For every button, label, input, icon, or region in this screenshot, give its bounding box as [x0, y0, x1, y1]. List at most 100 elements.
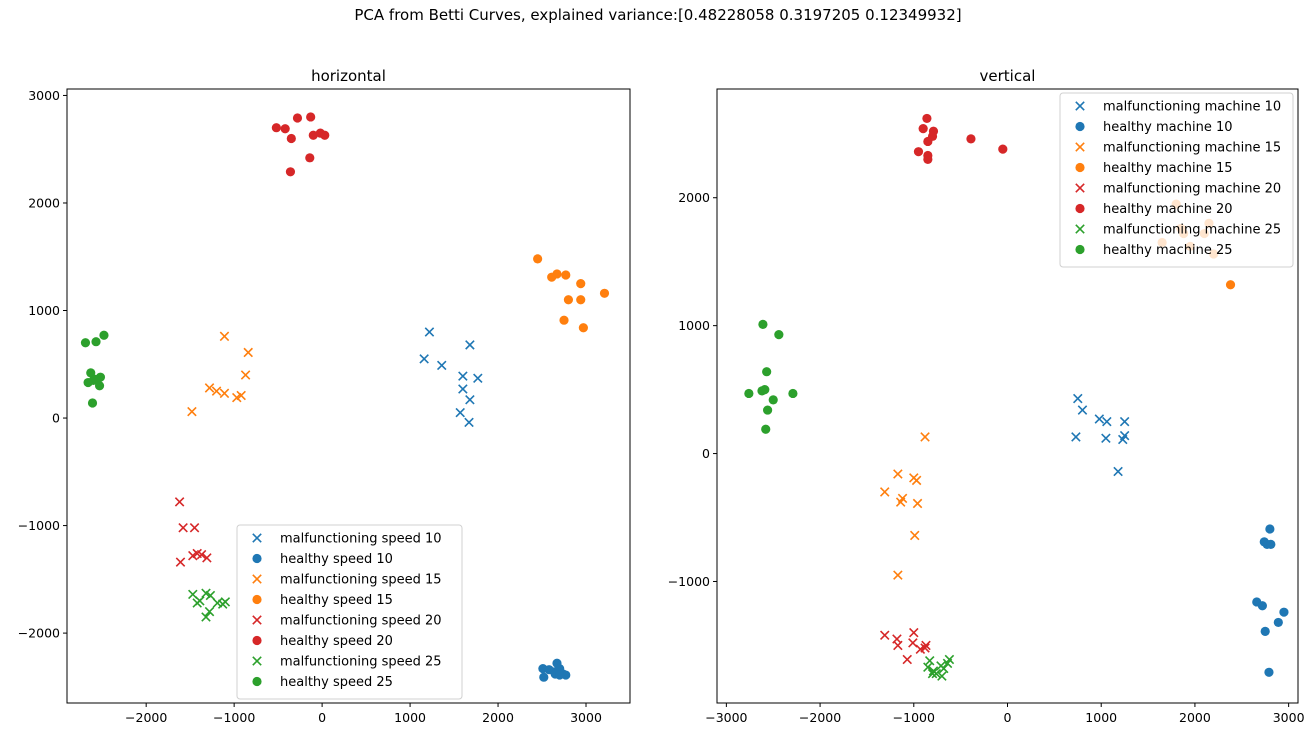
data-point-dot	[758, 319, 768, 329]
data-point-x-marker	[217, 599, 228, 609]
data-point-dot	[320, 130, 330, 140]
data-point-x-marker	[458, 384, 468, 394]
series-group	[188, 588, 231, 622]
x-tick-label: −2000	[799, 710, 841, 725]
data-point-x-marker	[893, 640, 903, 651]
y-tick-label: 2000	[28, 195, 60, 210]
data-point-x-marker	[175, 557, 186, 567]
data-point-x-marker	[465, 394, 475, 405]
data-point-x-marker	[939, 663, 949, 674]
data-point-x-marker	[1073, 393, 1083, 404]
legend-entry-label: malfunctioning machine 25	[1103, 223, 1281, 238]
data-point-dot	[1225, 280, 1236, 290]
data-point-x-marker	[473, 373, 483, 384]
data-point-x-marker	[923, 662, 933, 672]
data-point-dot	[80, 338, 91, 348]
legend-marker	[1075, 224, 1085, 234]
legend-marker	[252, 676, 262, 687]
data-point-dot	[1257, 601, 1267, 611]
data-point-x-marker	[893, 570, 903, 580]
legend-marker	[252, 656, 262, 666]
figure-title: PCA from Betti Curves, explained varianc…	[354, 6, 962, 24]
x-tick-label: −1000	[213, 710, 255, 725]
series-group	[174, 497, 212, 567]
legend-marker	[1075, 162, 1085, 173]
data-point-x-marker	[893, 469, 903, 479]
data-point-dot	[94, 381, 105, 391]
data-point-x-marker	[1094, 414, 1105, 424]
data-point-dot	[552, 269, 562, 279]
data-point-dot	[88, 375, 98, 386]
data-point-dot	[533, 254, 543, 264]
data-point-dot	[576, 279, 586, 289]
y-tick-label: 3000	[28, 88, 60, 103]
data-point-x-marker	[204, 606, 215, 617]
data-point-dot	[761, 424, 771, 434]
data-point-x-marker	[1113, 466, 1123, 477]
series-group	[1071, 393, 1130, 477]
data-point-dot	[922, 113, 932, 124]
y-tick-label: 1000	[28, 303, 60, 318]
data-point-dot	[788, 388, 798, 399]
data-point-dot	[91, 337, 101, 347]
legend-entry-label: malfunctioning speed 20	[280, 614, 442, 629]
legend-entry-label: malfunctioning machine 10	[1103, 100, 1281, 115]
legend: malfunctioning machine 10 healthy machine…	[1059, 92, 1294, 268]
data-point-dot	[561, 270, 571, 280]
x-tick-label: 2000	[482, 710, 514, 725]
data-point-x-marker	[202, 553, 212, 563]
data-point-x-marker	[236, 390, 246, 401]
series-group	[538, 658, 571, 682]
legend-entry-label: healthy speed 25	[280, 675, 393, 690]
data-point-dot	[998, 144, 1008, 154]
data-point-dot	[578, 323, 588, 333]
data-point-dot	[286, 133, 296, 144]
legend-entry-label: healthy machine 20	[1103, 202, 1233, 217]
data-point-x-marker	[1119, 416, 1130, 427]
legend-entry-label: healthy machine 25	[1103, 243, 1233, 258]
legend-marker	[252, 574, 262, 584]
data-point-x-marker	[879, 630, 890, 640]
series-group	[271, 112, 330, 177]
data-point-x-marker	[879, 487, 890, 497]
data-point-dot	[555, 670, 565, 680]
data-point-dot	[86, 368, 96, 378]
data-point-x-marker	[424, 327, 435, 337]
legend-entry-label: healthy speed 20	[280, 634, 393, 649]
x-tick-label: 0	[1004, 710, 1012, 725]
data-point-dot	[576, 295, 586, 305]
data-point-dot	[308, 130, 318, 140]
legend-marker	[1075, 183, 1085, 193]
legend-entry-label: healthy speed 15	[280, 593, 393, 608]
data-point-x-marker	[902, 654, 912, 665]
data-point-dot	[918, 124, 928, 134]
x-tick-label: 3000	[570, 710, 602, 725]
data-point-x-marker	[1077, 405, 1088, 415]
data-point-dot	[768, 395, 778, 405]
data-point-x-marker	[1101, 433, 1111, 443]
series-group	[913, 113, 1008, 164]
plot-area	[80, 112, 610, 682]
x-tick-label: 0	[318, 710, 326, 725]
x-tick-label: 2000	[1179, 710, 1211, 725]
subplot-horizontal: horizontal −2000 −1000 0 1000 2000 3000 −2000 −1…	[18, 67, 631, 725]
legend-marker	[252, 615, 262, 625]
legend-entry-label: malfunctioning speed 10	[280, 532, 442, 547]
data-point-dot	[539, 672, 549, 682]
data-point-x-marker	[458, 371, 468, 381]
data-point-x-marker	[211, 386, 222, 396]
legend-marker	[1075, 142, 1085, 152]
y-tick-label: 0	[702, 446, 710, 461]
data-point-x-marker	[178, 522, 188, 533]
series-group	[879, 627, 931, 665]
series-group	[923, 654, 955, 681]
data-point-x-marker	[1119, 430, 1130, 441]
data-point-dot	[292, 113, 303, 123]
legend-marker	[252, 533, 262, 543]
data-point-x-marker	[911, 475, 922, 486]
data-point-x-marker	[920, 643, 930, 653]
x-tick-label: 1000	[1085, 710, 1117, 725]
data-point-x-marker	[931, 668, 942, 679]
data-point-x-marker	[920, 432, 930, 442]
data-point-x-marker	[455, 407, 465, 418]
